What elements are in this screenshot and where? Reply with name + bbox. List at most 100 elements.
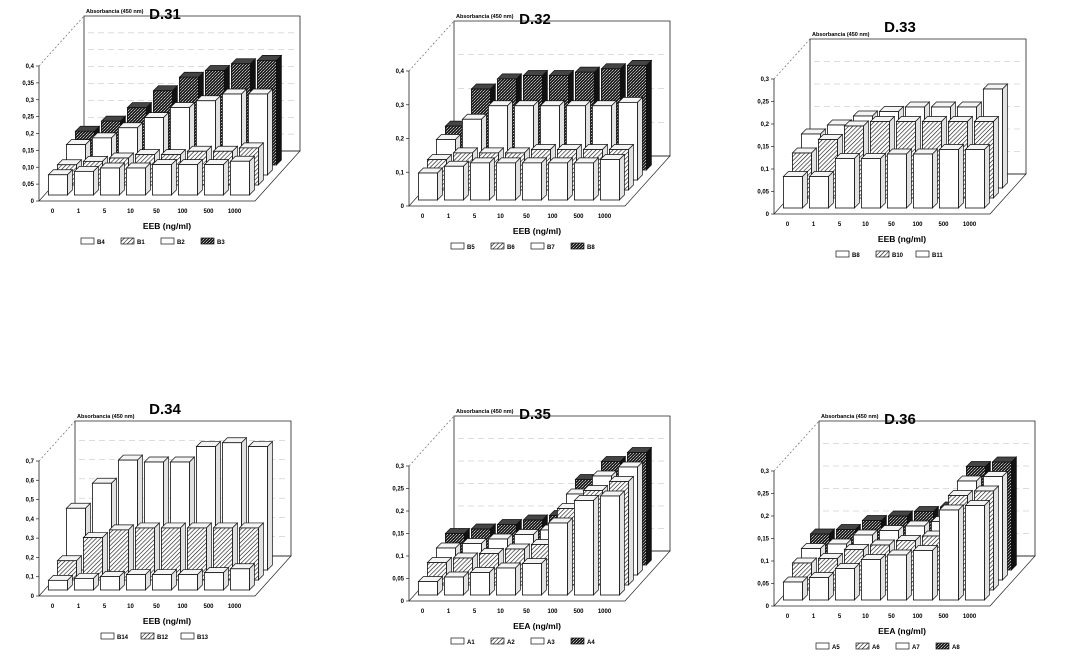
bar — [886, 549, 913, 601]
legend-swatch — [200, 237, 215, 245]
bar-front — [783, 176, 803, 209]
bar-front — [938, 149, 959, 209]
x-tick-label: 0 — [51, 209, 55, 215]
legend-swatch — [100, 632, 115, 640]
y-tick-label: 0 — [31, 199, 35, 205]
y-axis-label: Absorbancia (450 nm) — [77, 414, 135, 420]
x-tick-label: 50 — [153, 209, 160, 215]
legend-label: A8 — [952, 645, 960, 651]
bar — [573, 494, 600, 596]
y-axis-label: Absorbancia (450 nm) — [821, 414, 879, 420]
bar-side — [958, 143, 964, 209]
legend-swatch — [180, 632, 195, 640]
bar-side — [880, 152, 886, 209]
bar — [521, 157, 548, 201]
left-wall-edge — [38, 420, 76, 462]
y-axis-label: Absorbancia (450 nm) — [86, 9, 144, 15]
bar-side — [646, 446, 652, 566]
bar-front — [886, 554, 907, 601]
bar-front — [470, 162, 490, 201]
bar — [860, 152, 887, 209]
legend-label: B10 — [892, 253, 904, 259]
y-tick-label: 0,2 — [396, 509, 405, 515]
bar-side — [854, 152, 860, 209]
bar — [912, 148, 939, 209]
x-tick-label: 500 — [203, 604, 214, 610]
x-tick-label: 1000 — [228, 209, 242, 215]
bar — [47, 574, 74, 591]
y-tick-label: 0,25 — [757, 100, 769, 106]
bar-side — [1002, 470, 1008, 581]
left-wall-edge — [773, 38, 811, 80]
chart-title: D.32 — [519, 11, 551, 28]
x-tick-label: 500 — [938, 222, 949, 228]
bar — [73, 572, 100, 591]
bar-front — [151, 574, 172, 591]
bar-side — [906, 148, 912, 209]
legend-label: B3 — [217, 240, 225, 246]
bar-side — [637, 461, 643, 576]
chart-panel-d31: D.31 Absorbancia (450 nm) 0 0,05 0,10 0,15 0,2… — [5, 5, 345, 270]
y-tick-label: 0,2 — [761, 514, 770, 520]
bar-side — [958, 504, 964, 601]
x-tick-label: 0 — [421, 609, 425, 615]
y-tick-label: 0,2 — [761, 122, 770, 128]
y-tick-label: 0,4 — [26, 517, 35, 523]
chart-title: D.35 — [519, 406, 551, 423]
bar-side — [171, 158, 177, 196]
bar-front — [573, 500, 594, 596]
bar — [495, 157, 522, 201]
left-wall-edge — [773, 420, 820, 472]
y-tick-label: 0 — [31, 594, 35, 600]
bar-front — [861, 158, 881, 209]
y-tick-label: 0,6 — [26, 478, 35, 484]
bar-side — [276, 54, 282, 166]
x-tick-label: 5 — [473, 609, 477, 615]
bar — [99, 570, 126, 591]
bar-side — [197, 158, 203, 196]
bar-front — [496, 162, 516, 201]
legend: A1 A2 A3 A4 — [450, 637, 595, 646]
y-tick-label: 0,3 — [26, 536, 35, 542]
bar-front — [809, 577, 829, 601]
bar-side — [489, 157, 495, 201]
x-tick-label: 1000 — [963, 614, 977, 620]
legend-swatch — [570, 242, 585, 250]
legend-label: A7 — [912, 645, 920, 651]
bar — [886, 148, 913, 209]
bar-side — [993, 485, 999, 591]
bar-front — [599, 159, 620, 201]
bar-front — [573, 162, 594, 201]
left-wall-edge — [38, 15, 85, 67]
bar-front — [74, 170, 94, 196]
legend: B8 B10 B11 — [835, 250, 943, 259]
chart-d34: D.34 Absorbancia (450 nm) 0 0,1 0,2 0,3 0,4 0,5… — [26, 401, 292, 641]
legend-swatch — [140, 632, 155, 640]
x-tick-label: 0 — [786, 222, 790, 228]
x-tick-label: 10 — [497, 214, 504, 220]
bar — [417, 167, 444, 201]
legend-swatch — [160, 237, 175, 245]
bar — [938, 143, 965, 209]
y-tick-label: 0,10 — [22, 165, 34, 171]
x-tick-label: 100 — [547, 609, 558, 615]
y-tick-label: 0,15 — [757, 145, 769, 151]
legend-label: A6 — [872, 645, 880, 651]
legend-swatch — [450, 637, 465, 645]
x-tick-label: 1000 — [228, 604, 242, 610]
bar-front — [521, 162, 542, 201]
x-tick-label: 5 — [103, 209, 107, 215]
legend: B14 B12 B13 — [100, 632, 209, 641]
legend-label: B2 — [177, 240, 185, 246]
bar — [125, 568, 152, 591]
bar-side — [1011, 456, 1017, 571]
x-tick-label: 10 — [862, 614, 869, 620]
y-tick-label: 0,25 — [22, 115, 34, 121]
chart-panel-d34: D.34 Absorbancia (450 nm) 0 0,1 0,2 0,3 0,4 0,5… — [5, 400, 345, 655]
bar-front — [547, 162, 568, 201]
bar — [573, 157, 600, 201]
bar-side — [267, 88, 273, 176]
y-axis-label: Absorbancia (450 nm) — [456, 409, 514, 415]
bar — [469, 157, 496, 201]
bar-side — [619, 153, 625, 201]
